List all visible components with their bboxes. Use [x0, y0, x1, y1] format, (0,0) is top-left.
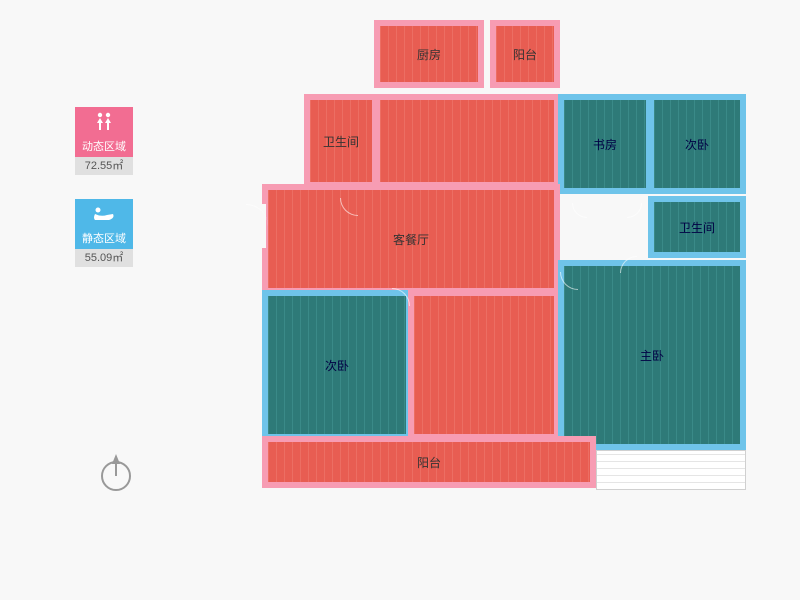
room-wc1: 卫生间 [304, 94, 378, 188]
room-kitchen: 厨房 [374, 20, 484, 88]
room-label: 书房 [593, 136, 617, 153]
dynamic-value: 72.55㎡ [75, 157, 133, 175]
floorplan: 厨房阳台卫生间书房次卧客餐厅卫生间次卧主卧阳台 [240, 20, 770, 580]
deck [596, 450, 746, 490]
legend-static: 静态区域 55.09㎡ [75, 199, 133, 267]
static-icon [75, 199, 133, 229]
dynamic-label: 动态区域 [75, 137, 133, 157]
room-bed_sec1: 次卧 [648, 94, 746, 194]
static-label: 静态区域 [75, 229, 133, 249]
room-label: 卫生间 [679, 219, 715, 236]
room-living2: 客餐厅 [262, 184, 560, 294]
legend-dynamic: 动态区域 72.55㎡ [75, 107, 133, 175]
room-balcony1: 阳台 [490, 20, 560, 88]
room-bed_sec2: 次卧 [262, 290, 412, 440]
room-label: 卫生间 [323, 133, 359, 150]
legend-panel: 动态区域 72.55㎡ 静态区域 55.09㎡ [75, 107, 133, 291]
room-study: 书房 [558, 94, 652, 194]
room-living1 [374, 94, 560, 188]
room-label: 主卧 [640, 347, 664, 364]
room-wc2: 卫生间 [648, 196, 746, 258]
room-label: 次卧 [325, 357, 349, 374]
room-living3 [408, 290, 560, 440]
room-label: 客餐厅 [393, 231, 429, 248]
static-value: 55.09㎡ [75, 249, 133, 267]
room-label: 厨房 [417, 46, 441, 63]
room-balcony2: 阳台 [262, 436, 596, 488]
room-label: 阳台 [417, 454, 441, 471]
dynamic-icon [75, 107, 133, 137]
room-bed_main: 主卧 [558, 260, 746, 450]
room-label: 次卧 [685, 136, 709, 153]
compass-icon [96, 450, 136, 499]
room-label: 阳台 [513, 46, 537, 63]
